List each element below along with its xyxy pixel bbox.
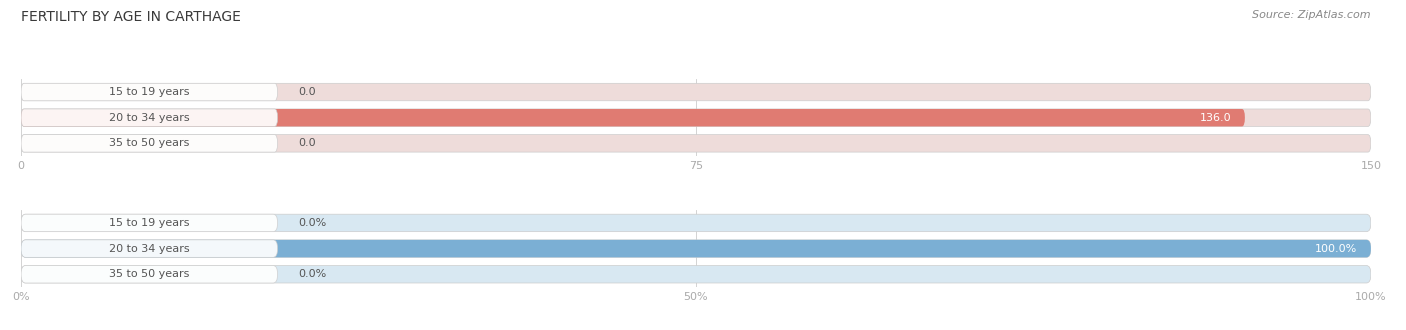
FancyBboxPatch shape bbox=[21, 135, 1371, 152]
FancyBboxPatch shape bbox=[21, 109, 1371, 126]
Text: 0.0: 0.0 bbox=[298, 87, 315, 97]
Text: 20 to 34 years: 20 to 34 years bbox=[110, 244, 190, 253]
FancyBboxPatch shape bbox=[21, 214, 277, 232]
Text: 35 to 50 years: 35 to 50 years bbox=[110, 138, 190, 148]
FancyBboxPatch shape bbox=[21, 266, 1371, 283]
Text: 0.0%: 0.0% bbox=[298, 218, 326, 228]
FancyBboxPatch shape bbox=[21, 135, 277, 152]
Text: 35 to 50 years: 35 to 50 years bbox=[110, 269, 190, 279]
FancyBboxPatch shape bbox=[21, 266, 277, 283]
FancyBboxPatch shape bbox=[21, 240, 277, 257]
Text: 15 to 19 years: 15 to 19 years bbox=[110, 218, 190, 228]
Text: 20 to 34 years: 20 to 34 years bbox=[110, 113, 190, 123]
FancyBboxPatch shape bbox=[21, 83, 1371, 101]
Text: 100.0%: 100.0% bbox=[1315, 244, 1357, 253]
Text: 0.0: 0.0 bbox=[298, 138, 315, 148]
FancyBboxPatch shape bbox=[21, 109, 277, 126]
Text: 136.0: 136.0 bbox=[1199, 113, 1232, 123]
Text: Source: ZipAtlas.com: Source: ZipAtlas.com bbox=[1253, 10, 1371, 20]
Text: 0.0%: 0.0% bbox=[298, 269, 326, 279]
FancyBboxPatch shape bbox=[21, 240, 1371, 257]
Text: FERTILITY BY AGE IN CARTHAGE: FERTILITY BY AGE IN CARTHAGE bbox=[21, 10, 240, 24]
FancyBboxPatch shape bbox=[21, 109, 1244, 126]
FancyBboxPatch shape bbox=[21, 214, 1371, 232]
FancyBboxPatch shape bbox=[21, 83, 277, 101]
FancyBboxPatch shape bbox=[21, 240, 1371, 257]
Text: 15 to 19 years: 15 to 19 years bbox=[110, 87, 190, 97]
